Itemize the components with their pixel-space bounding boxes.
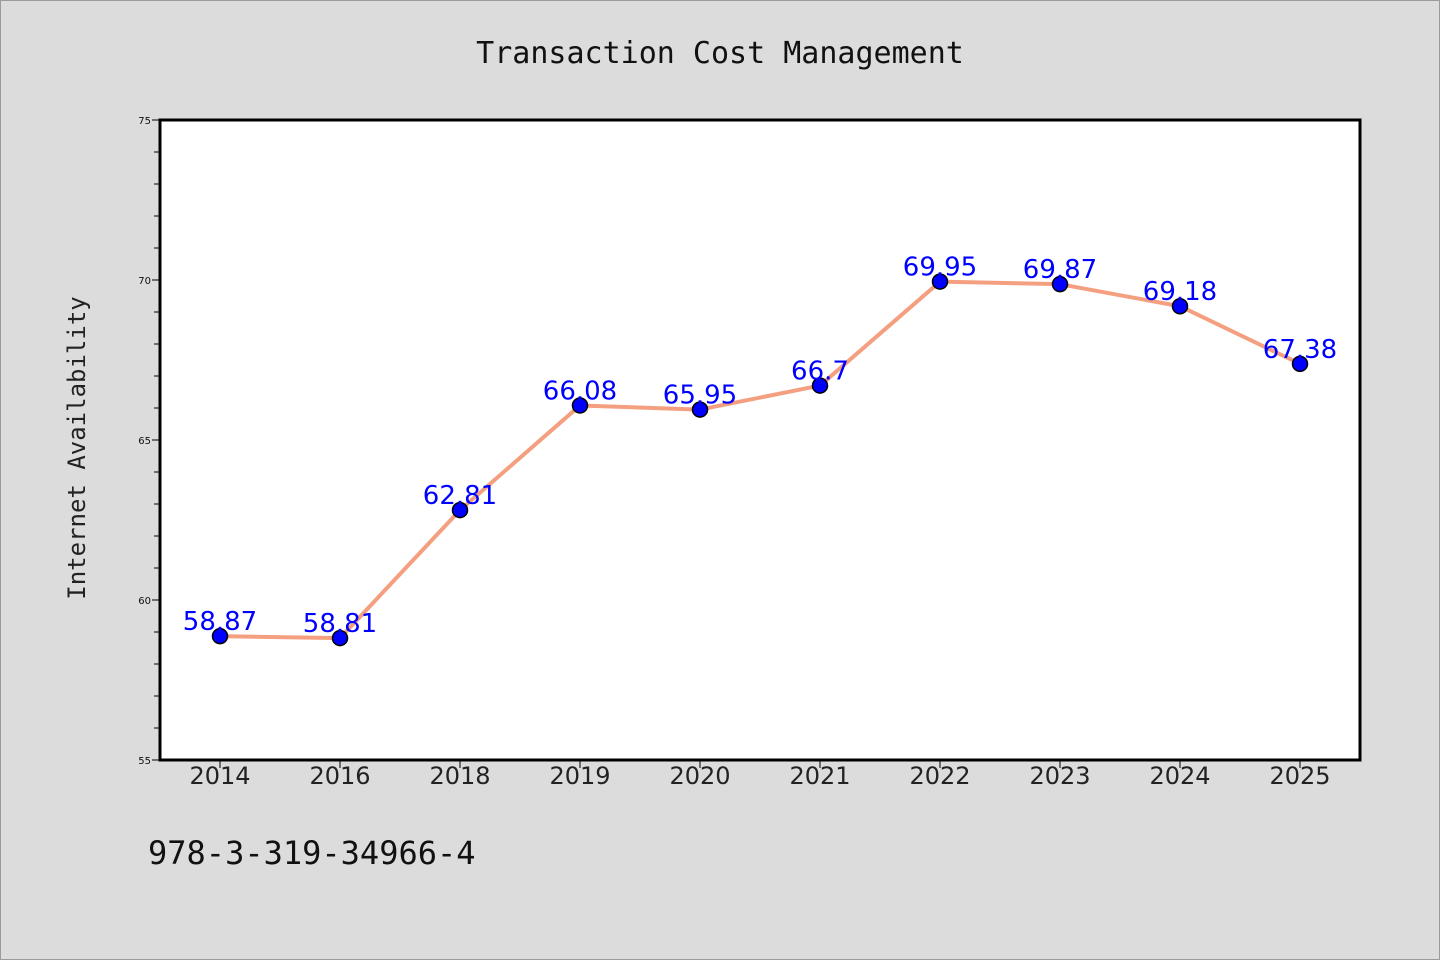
x-tick-label: 2014 — [189, 762, 250, 790]
x-tick-label: 2019 — [549, 762, 610, 790]
data-point — [1051, 275, 1069, 293]
y-tick-label: 75 — [138, 116, 151, 127]
data-label: 69.95 — [903, 253, 977, 283]
data-label: 62.81 — [423, 481, 497, 511]
data-label: 65.95 — [663, 381, 737, 411]
y-tick-label: 60 — [138, 596, 151, 607]
y-axis-label: Internet Availability — [63, 296, 91, 599]
x-tick-label: 2018 — [429, 762, 490, 790]
x-tick-label: 2016 — [309, 762, 370, 790]
x-tick-label: 2022 — [909, 762, 970, 790]
plot-border — [158, 118, 1362, 762]
series-line — [218, 279, 1302, 641]
x-axis-ticks: 2014 2016 2018 2019 2020 2021 2022 2023 2024 2025 — [189, 760, 1331, 790]
data-label: 69.18 — [1143, 277, 1217, 307]
y-tick-label: 55 — [138, 756, 151, 767]
data-point — [331, 629, 349, 647]
y-axis-ticks: 55 60 65 70 75 — [138, 116, 160, 767]
x-tick-label: 2021 — [789, 762, 850, 790]
data-point — [451, 501, 469, 519]
data-label: 66.08 — [543, 376, 617, 406]
data-point — [931, 273, 949, 290]
footnote-isbn: 978-3-319-34966-4 — [148, 834, 476, 872]
data-point — [211, 627, 229, 645]
data-label-layer: 58.87 58.81 62.81 66.08 65.95 66.7 69.95 69.87 6… — [183, 253, 1337, 639]
y-tick-label: 70 — [138, 276, 151, 287]
data-point — [811, 377, 829, 394]
plot-area — [160, 120, 1360, 760]
data-label: 58.81 — [303, 609, 377, 639]
x-tick-label: 2023 — [1029, 762, 1090, 790]
data-point — [691, 401, 709, 418]
series-layer — [211, 273, 1309, 647]
data-label: 69.87 — [1023, 255, 1097, 285]
data-point — [571, 397, 589, 414]
data-point — [1171, 297, 1189, 315]
x-tick-label: 2020 — [669, 762, 730, 790]
data-label: 58.87 — [183, 607, 257, 637]
chart-title: Transaction Cost Management — [476, 36, 964, 71]
x-tick-label: 2025 — [1269, 762, 1330, 790]
data-label: 67.38 — [1263, 335, 1337, 365]
y-tick-label: 65 — [138, 436, 151, 447]
data-label: 66.7 — [791, 357, 849, 387]
data-point — [1291, 355, 1309, 373]
x-tick-label: 2024 — [1149, 762, 1210, 790]
